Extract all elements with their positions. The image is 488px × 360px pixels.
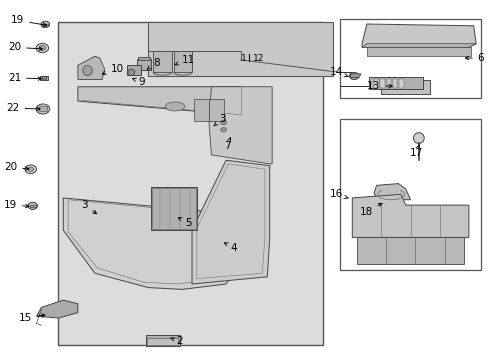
Circle shape [36,104,50,114]
Bar [373,78,378,88]
Bar [151,188,196,229]
Polygon shape [361,44,475,47]
Circle shape [220,128,226,132]
Circle shape [220,121,226,125]
Text: 20: 20 [4,162,29,172]
Bar [381,80,429,94]
Text: 4: 4 [224,243,237,253]
Text: 14: 14 [328,67,347,77]
Ellipse shape [165,102,184,111]
Text: 1: 1 [241,54,246,63]
Text: 18: 18 [359,203,381,217]
Text: 2: 2 [170,336,183,346]
Polygon shape [37,300,78,318]
Circle shape [28,167,34,171]
Text: 16: 16 [328,189,347,199]
Bar [137,59,150,69]
Bar [194,99,208,121]
Text: 9: 9 [132,77,145,87]
Bar [127,65,141,75]
Bar [399,78,403,88]
Text: 12: 12 [253,54,264,63]
Text: 3: 3 [81,200,97,214]
Bar [30,205,36,207]
Bar [42,24,48,26]
Text: 6: 6 [465,53,483,63]
Text: 11: 11 [175,55,194,65]
Polygon shape [208,87,272,164]
Polygon shape [373,184,410,200]
Bar [340,119,480,270]
Bar [150,187,197,230]
Text: 17: 17 [409,145,422,158]
Bar [340,19,480,98]
Bar [40,106,47,111]
Text: 7: 7 [223,138,230,151]
Polygon shape [192,160,269,284]
Polygon shape [349,74,360,78]
Ellipse shape [413,133,423,143]
Text: 20: 20 [8,42,42,52]
Text: 13: 13 [366,81,391,91]
Text: 10: 10 [102,64,123,75]
Bar [58,22,323,345]
Text: 22: 22 [6,103,40,113]
Bar [148,22,332,76]
Text: 15: 15 [19,313,45,323]
Bar [356,237,463,264]
Circle shape [41,21,50,28]
Bar [145,335,180,346]
Circle shape [28,202,38,210]
Bar [208,99,223,121]
Ellipse shape [82,66,92,76]
Ellipse shape [128,69,134,76]
Polygon shape [361,24,475,47]
Circle shape [348,72,358,80]
Text: 5: 5 [178,218,191,228]
Bar [366,46,470,55]
Circle shape [36,43,49,53]
Ellipse shape [202,104,221,113]
Circle shape [39,45,46,50]
Text: 21: 21 [8,73,41,83]
Bar [138,57,149,60]
Circle shape [25,165,37,174]
Text: 3: 3 [213,114,225,126]
Bar [173,51,192,72]
Circle shape [42,76,47,80]
Text: 19: 19 [11,15,46,26]
Text: 8: 8 [147,58,160,69]
Bar [368,77,422,89]
Bar [147,338,178,345]
Text: 19: 19 [4,200,29,210]
Bar [153,51,171,72]
Polygon shape [78,87,264,116]
Bar [380,78,384,88]
Polygon shape [63,198,255,289]
Polygon shape [78,56,104,80]
Polygon shape [351,194,468,237]
Bar [392,78,397,88]
Bar [41,76,48,80]
Bar [386,78,390,88]
